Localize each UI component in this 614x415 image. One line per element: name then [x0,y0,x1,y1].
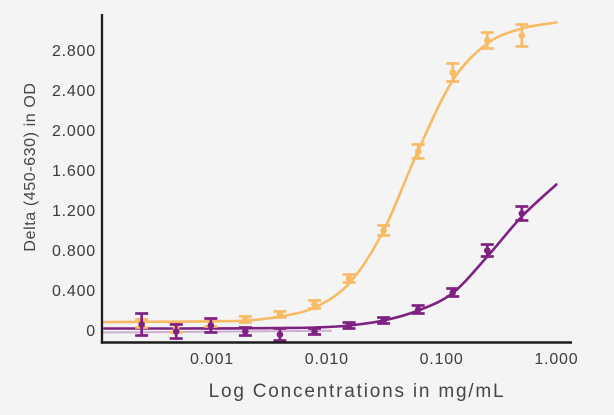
series-1-data-point [414,306,422,313]
series-0-data-point [414,148,422,155]
series-1-data-point [483,247,491,254]
series-1-data-point [518,210,526,217]
series-0-data-point [311,301,318,308]
series-1-data-point [242,328,249,335]
series-0-fit-curve [102,21,558,324]
series-0-data-point [345,275,353,282]
x-tick-label: 0.001 [190,351,234,368]
x-tick-label: 1.000 [534,351,578,368]
y-tick-label: 1.200 [52,203,96,220]
series-0-data-point [242,316,249,323]
x-tick-label: 0.010 [305,351,349,368]
series-1-data-point [345,322,353,329]
series-1-data-point [172,328,180,335]
y-tick-label: 1.600 [52,163,96,180]
y-axis-title: Delta (450-630) in OD [22,82,39,252]
y-tick-label: 0.800 [52,243,96,260]
series-0-data-point [449,69,457,76]
series-1-data-point [138,321,145,328]
series-1-data-point [276,331,284,338]
series-0-data-point [276,311,284,318]
x-axis-title: Log Concentrations in mg/mL [208,381,506,402]
y-tick-label: 2.800 [52,43,96,60]
y-tick-label: 0.400 [52,283,96,300]
series-0-data-point [380,227,387,234]
series-1-data-point [311,328,318,335]
y-tick-label: 2.000 [52,123,96,140]
y-tick-label: 2.400 [52,83,96,100]
y-tick-label: 0 [86,323,96,340]
x-tick-label: 0.100 [420,351,464,368]
series-0-data-point [483,37,491,44]
series-0-data-point [518,32,526,39]
series-1-data-point [380,317,387,324]
series-1-data-point [449,289,457,296]
series-1-data-point [207,322,215,329]
